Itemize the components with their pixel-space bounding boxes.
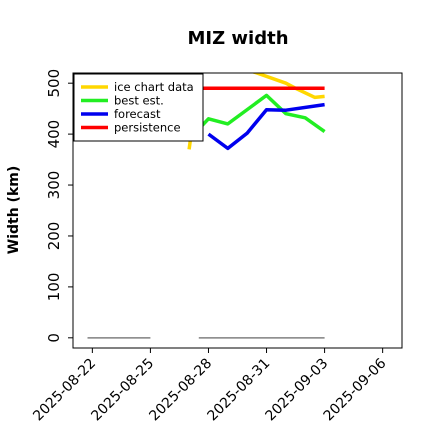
series-line-best-est (187, 93, 326, 141)
y-tick-label: 300 (45, 171, 63, 200)
y-tick-label: 0 (45, 333, 63, 343)
y-tick-label: 100 (45, 273, 63, 302)
legend-label-ice-chart-data: ice chart data (114, 80, 194, 94)
legend-label-forecast: forecast (114, 107, 161, 121)
legend-box (73, 73, 204, 142)
y-axis-label: Width (km) (6, 166, 22, 255)
chart-title: MIZ width (187, 28, 288, 49)
legend-label-persistence: persistence (114, 121, 181, 135)
series-lines (187, 73, 326, 151)
x-axis: 2025-08-222025-08-252025-08-282025-08-31… (30, 348, 390, 424)
y-tick-label: 400 (45, 120, 63, 149)
y-tick-label: 500 (45, 69, 63, 98)
y-axis: 0 100 200 300 400 500 (45, 69, 73, 343)
x-tick-label: 2025-09-06 (321, 355, 390, 424)
legend-label-best-est: best est. (114, 94, 164, 108)
series-line-forecast (207, 102, 325, 151)
plot-frame (72, 72, 403, 349)
y-tick-label: 200 (45, 222, 63, 251)
